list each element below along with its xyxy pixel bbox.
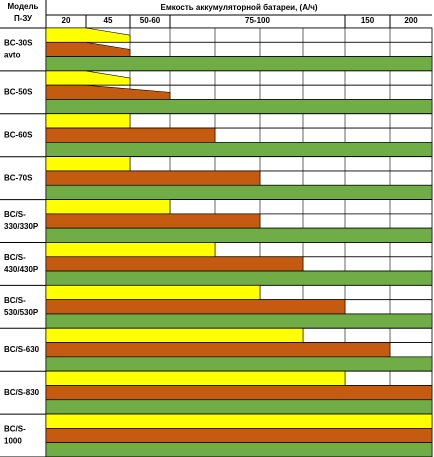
column-label: 45 <box>104 16 113 25</box>
bar <box>45 84 171 100</box>
model-label: BC-50S <box>4 87 33 96</box>
model-label: BC/S- <box>4 425 26 434</box>
model-label: BC-70S <box>4 173 33 182</box>
bar <box>45 270 433 286</box>
bar <box>45 342 391 358</box>
bar <box>45 442 433 457</box>
bar <box>45 385 433 401</box>
column-label: 20 <box>62 16 71 25</box>
bar <box>45 399 433 415</box>
bar <box>45 70 131 86</box>
model-label: BC-30S <box>4 39 33 48</box>
model-label: BC/S- <box>4 253 26 262</box>
column-label: 150 <box>361 16 375 25</box>
bar <box>45 41 131 57</box>
model-label: BC/S-830 <box>4 388 40 397</box>
bar <box>45 185 433 200</box>
bar <box>45 299 346 315</box>
model-label: 430/430P <box>4 265 39 274</box>
bar <box>45 170 261 186</box>
bar <box>45 56 433 72</box>
model-label: BC/S- <box>4 210 26 219</box>
model-label: 330/330P <box>4 222 39 231</box>
model-label: BC/S- <box>4 296 26 305</box>
column-label: 200 <box>404 16 418 25</box>
bar <box>45 156 131 172</box>
column-label: 75-100 <box>245 16 270 25</box>
bar <box>45 256 304 272</box>
bar <box>45 242 216 258</box>
bar <box>45 313 433 329</box>
bar <box>45 199 171 215</box>
bar <box>45 356 433 372</box>
header-title: Емкость аккумуляторной батареи, (А/ч) <box>160 3 317 12</box>
bar <box>45 113 131 129</box>
bar <box>45 27 131 43</box>
bar <box>45 327 304 343</box>
model-label: 1000 <box>4 437 22 446</box>
corner-label: П-ЗУ <box>14 14 33 23</box>
corner-label: Модель <box>8 2 39 11</box>
bar <box>45 127 216 143</box>
bar <box>45 413 433 429</box>
bar <box>45 370 346 386</box>
model-label: avto <box>4 51 21 60</box>
bar <box>45 99 433 115</box>
bar <box>45 227 433 243</box>
model-label: 530/530P <box>4 308 39 317</box>
model-label: BC/S-630 <box>4 345 40 354</box>
bar <box>45 428 433 443</box>
bar <box>45 285 261 300</box>
column-label: 50-60 <box>140 16 161 25</box>
bar <box>45 213 261 229</box>
bar <box>45 142 433 157</box>
model-label: BC-60S <box>4 130 33 139</box>
